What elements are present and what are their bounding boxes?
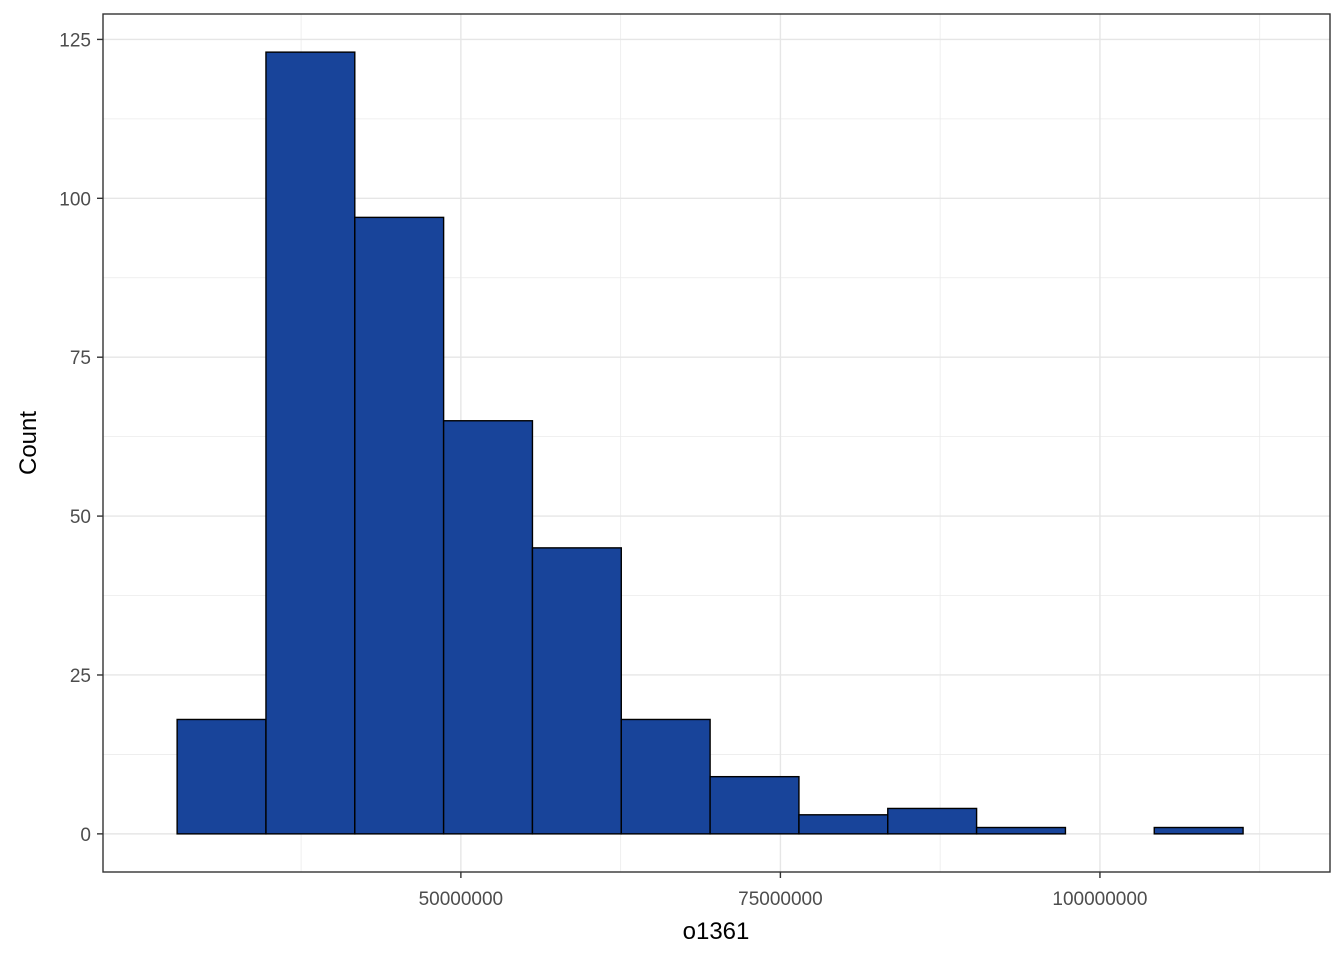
histogram-bar (1153, 826, 1244, 835)
histogram-bar (620, 718, 711, 835)
y-tick-label: 100 (59, 189, 91, 210)
y-tick-label: 25 (70, 666, 91, 687)
histogram-bar (709, 775, 800, 835)
histogram-bars (176, 51, 1244, 835)
histogram-bar (975, 826, 1067, 835)
x-axis-ticks: 50000000 75000000 100000000 (419, 872, 1147, 910)
x-tick-label: 50000000 (419, 889, 504, 910)
histogram-bar (798, 814, 889, 835)
y-tick-label: 75 (70, 348, 91, 369)
y-axis-ticks: 0 25 50 75 100 125 (59, 30, 103, 846)
histogram-bar (265, 51, 356, 835)
histogram-bar (531, 547, 622, 835)
y-tick-label: 0 (80, 825, 91, 846)
panel-border (102, 13, 1331, 873)
histogram-bar (442, 420, 534, 835)
histogram-bar (354, 216, 445, 835)
y-axis-title: Count (15, 411, 42, 475)
y-tick-label: 50 (70, 507, 91, 528)
x-axis-title: o1361 (683, 918, 750, 945)
histogram-bar (887, 807, 978, 835)
histogram-bar (176, 718, 267, 835)
y-tick-label: 125 (59, 30, 91, 51)
x-tick-label: 100000000 (1052, 889, 1147, 910)
x-tick-label: 75000000 (738, 889, 823, 910)
